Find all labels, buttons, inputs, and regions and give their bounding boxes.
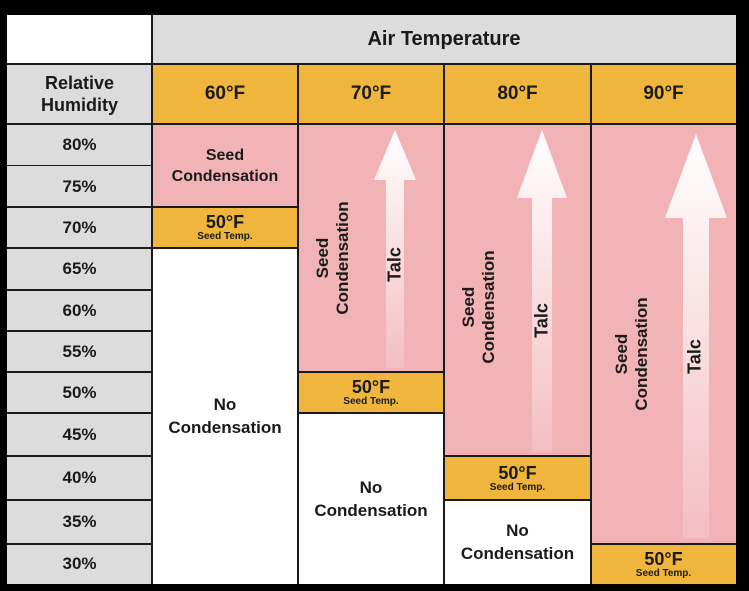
talc-arrow-icon xyxy=(665,134,727,538)
grid-divider xyxy=(7,123,736,125)
grid-divider xyxy=(298,371,444,373)
seed-temp-label: Seed Temp. xyxy=(489,481,546,493)
grid-divider xyxy=(7,247,152,249)
humidity-label: 65% xyxy=(7,248,152,290)
seed-temp-label: Seed Temp. xyxy=(343,396,399,407)
grid-divider xyxy=(7,455,152,457)
col-80-seed-temp-band: 50°F Seed Temp. xyxy=(444,456,591,500)
humidity-label: 30% xyxy=(7,544,152,584)
col-60-seed-temp-band: 50°F Seed Temp. xyxy=(152,207,298,248)
air-temperature-header: Air Temperature xyxy=(152,15,736,64)
grid-divider xyxy=(297,64,299,584)
grid-divider xyxy=(7,289,152,291)
col-90-seed-temp-band: 50°F Seed Temp. xyxy=(591,544,736,584)
talc-arrow-icon xyxy=(517,130,567,452)
col-60-seed-condensation-zone: Seed Condensation xyxy=(152,124,298,207)
col-90-seed-condensation-zone: Seed Condensation Talc xyxy=(591,124,736,544)
grid-divider xyxy=(590,64,592,584)
seed-condensation-vertical-label: Seed Condensation xyxy=(459,250,498,364)
temp-header-60: 60°F xyxy=(152,64,298,124)
seed-condensation-vertical-label: Seed Condensation xyxy=(313,201,352,315)
seed-temp-value: 50°F xyxy=(205,212,245,232)
humidity-label: 60% xyxy=(7,290,152,331)
seed-condensation-vertical-label: Seed Condensation xyxy=(612,297,651,411)
seed-temp-label: Seed Temp. xyxy=(197,231,253,242)
grid-divider xyxy=(7,371,152,373)
grid-divider xyxy=(7,165,152,166)
col-70-seed-condensation-zone: Seed Condensation Talc xyxy=(298,124,444,372)
talc-arrow-icon xyxy=(374,130,416,368)
talc-label: Talc xyxy=(384,247,405,282)
col-70-seed-temp-band: 50°F Seed Temp. xyxy=(298,372,444,413)
grid-divider xyxy=(7,206,152,208)
humidity-label: 50% xyxy=(7,372,152,413)
temp-header-70: 70°F xyxy=(298,64,444,124)
grid-divider xyxy=(151,15,153,584)
relative-humidity-header: Relative Humidity xyxy=(7,64,152,124)
grid-divider xyxy=(7,330,152,332)
grid-divider xyxy=(444,455,591,457)
grid-divider xyxy=(7,412,152,414)
seed-temp-value: 50°F xyxy=(498,462,537,483)
temp-header-90: 90°F xyxy=(591,64,736,124)
seed-temp-value: 50°F xyxy=(351,377,391,397)
talc-label: Talc xyxy=(531,303,552,338)
col-60-no-condensation-zone: No Condensation xyxy=(152,248,298,584)
seed-temp-value: 50°F xyxy=(644,548,683,569)
humidity-label: 45% xyxy=(7,413,152,456)
grid-divider xyxy=(7,499,152,501)
humidity-label: 80% xyxy=(7,124,152,166)
col-80-no-condensation-zone: No Condensation xyxy=(444,500,591,584)
grid-divider xyxy=(152,247,298,249)
temp-header-80: 80°F xyxy=(444,64,591,124)
grid-divider xyxy=(443,64,445,584)
grid-divider xyxy=(444,499,591,501)
humidity-label: 70% xyxy=(7,207,152,248)
talc-label: Talc xyxy=(684,339,705,374)
grid-divider xyxy=(7,543,152,545)
grid-divider xyxy=(591,543,736,545)
humidity-label: 35% xyxy=(7,500,152,544)
grid-divider xyxy=(152,206,298,208)
grid-divider xyxy=(298,412,444,414)
humidity-label: 55% xyxy=(7,331,152,372)
grid-divider xyxy=(7,63,736,65)
col-70-no-condensation-zone: No Condensation xyxy=(298,413,444,584)
col-80-seed-condensation-zone: Seed Condensation Talc xyxy=(444,124,591,456)
humidity-label: 75% xyxy=(7,166,152,207)
humidity-label: 40% xyxy=(7,456,152,500)
corner-blank-cell xyxy=(7,15,152,64)
seed-temp-label: Seed Temp. xyxy=(635,567,692,579)
